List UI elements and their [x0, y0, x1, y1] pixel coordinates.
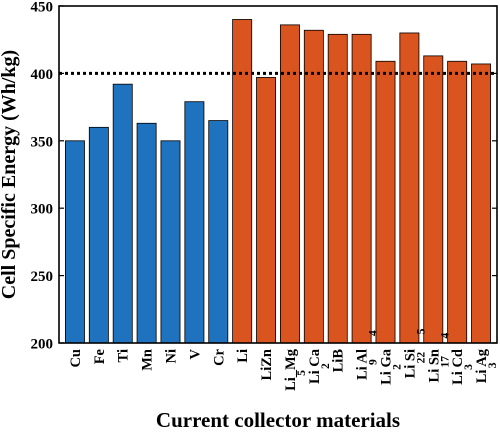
y-tick-label: 300 [31, 202, 54, 218]
bar-V [184, 101, 205, 344]
x-tick-label: Li Cd3 [450, 349, 475, 385]
y-tick-label: 250 [31, 269, 54, 285]
bar-Cr [208, 120, 229, 344]
x-tick-label: LiB [331, 349, 347, 373]
bar-Ti [112, 83, 133, 344]
bar-Li_2Ga [375, 60, 396, 344]
x-tick-label: Li Ga2 [379, 348, 404, 385]
x-tick-subscript: 17 [439, 356, 451, 368]
x-tick-subscript: 2 [392, 364, 404, 370]
bar-LiZn [256, 77, 277, 344]
x-tick-label: Ni [164, 349, 180, 364]
y-tick-label: 200 [31, 337, 54, 353]
x-tick-subscript: 5 [415, 328, 427, 334]
x-tick-text: Ni [164, 349, 180, 364]
bar-Li [232, 19, 253, 344]
x-tick-label: Li_Mg5 [283, 348, 308, 391]
x-tick-label: Ti [116, 349, 132, 362]
x-tick-label: Cu [68, 349, 84, 368]
x-tick-text: Li Ag [474, 348, 490, 383]
x-tick-subscript: 4 [439, 332, 451, 338]
x-tick-text: Li Ga [379, 348, 395, 385]
x-tick-text: Li Al [355, 349, 371, 380]
x-tick-subscript: 5 [296, 370, 308, 376]
y-axis-title: Cell Specific Energy (Wh/kg) [0, 50, 20, 299]
bar-Li_9Al_4 [351, 33, 372, 344]
y-axis: 200 250 300 350 400 450 [31, 0, 497, 353]
x-tick-text: LiZn [259, 349, 275, 380]
bars-layer [64, 19, 492, 344]
bar-Li_2Ca [303, 29, 324, 344]
x-tick-label: Li [235, 349, 251, 363]
x-tick-label: Li Ca2 [307, 348, 332, 384]
y-tick-label: 350 [31, 134, 54, 150]
x-tick-label: LiZn [259, 349, 275, 380]
x-tick-subscript: 22 [415, 352, 427, 364]
x-tick-text: Li Cd [450, 349, 466, 385]
bar-LiB [327, 33, 348, 344]
bar-Fe [88, 126, 109, 344]
x-tick-text: Li Si [402, 349, 418, 378]
x-tick-subscript: 4 [368, 330, 380, 336]
x-tick-subscript: 3 [487, 362, 499, 368]
x-tick-text: Cr [211, 348, 227, 365]
x-tick-label: Mn [140, 349, 156, 371]
x-tick-subscript: 9 [368, 359, 380, 365]
x-tick-text: Li [235, 349, 251, 363]
x-tick-label: Fe [92, 348, 108, 364]
x-tick-text: Li Sn [426, 349, 442, 382]
x-tick-text: Cu [68, 349, 84, 368]
x-tick-subscript: 3 [463, 364, 475, 370]
x-tick-label: Cr [211, 348, 227, 365]
x-tick-subscript: 2 [320, 363, 332, 369]
x-tick-text: Fe [92, 348, 108, 364]
x-tick-label: V [187, 348, 203, 359]
x-tick-text: V [187, 348, 203, 359]
x-tick-text: Ti [116, 349, 132, 362]
x-axis-title: Current collector materials [156, 408, 400, 432]
bar-Li_3Cd [447, 60, 468, 344]
bar-Ni [160, 140, 181, 344]
x-tick-text: Li Ca [307, 348, 323, 384]
plot-frame [58, 5, 498, 344]
bar-Li_3Ag [471, 63, 492, 344]
x-tick-label: Li Al9 4 [355, 330, 380, 380]
bar-Li_17Sn_4 [423, 55, 444, 344]
x-tick-text: Li_Mg [283, 348, 299, 391]
bar-Mn [136, 122, 157, 344]
bar-Li_22Si_5 [399, 32, 420, 344]
x-tick-text: LiB [331, 349, 347, 373]
x-tick-label: Li Ag3 [474, 348, 499, 383]
bar-Cu [64, 140, 85, 344]
y-tick-label: 450 [31, 0, 54, 16]
y-tick-label: 400 [31, 67, 54, 83]
x-tick-text: Mn [140, 349, 156, 371]
